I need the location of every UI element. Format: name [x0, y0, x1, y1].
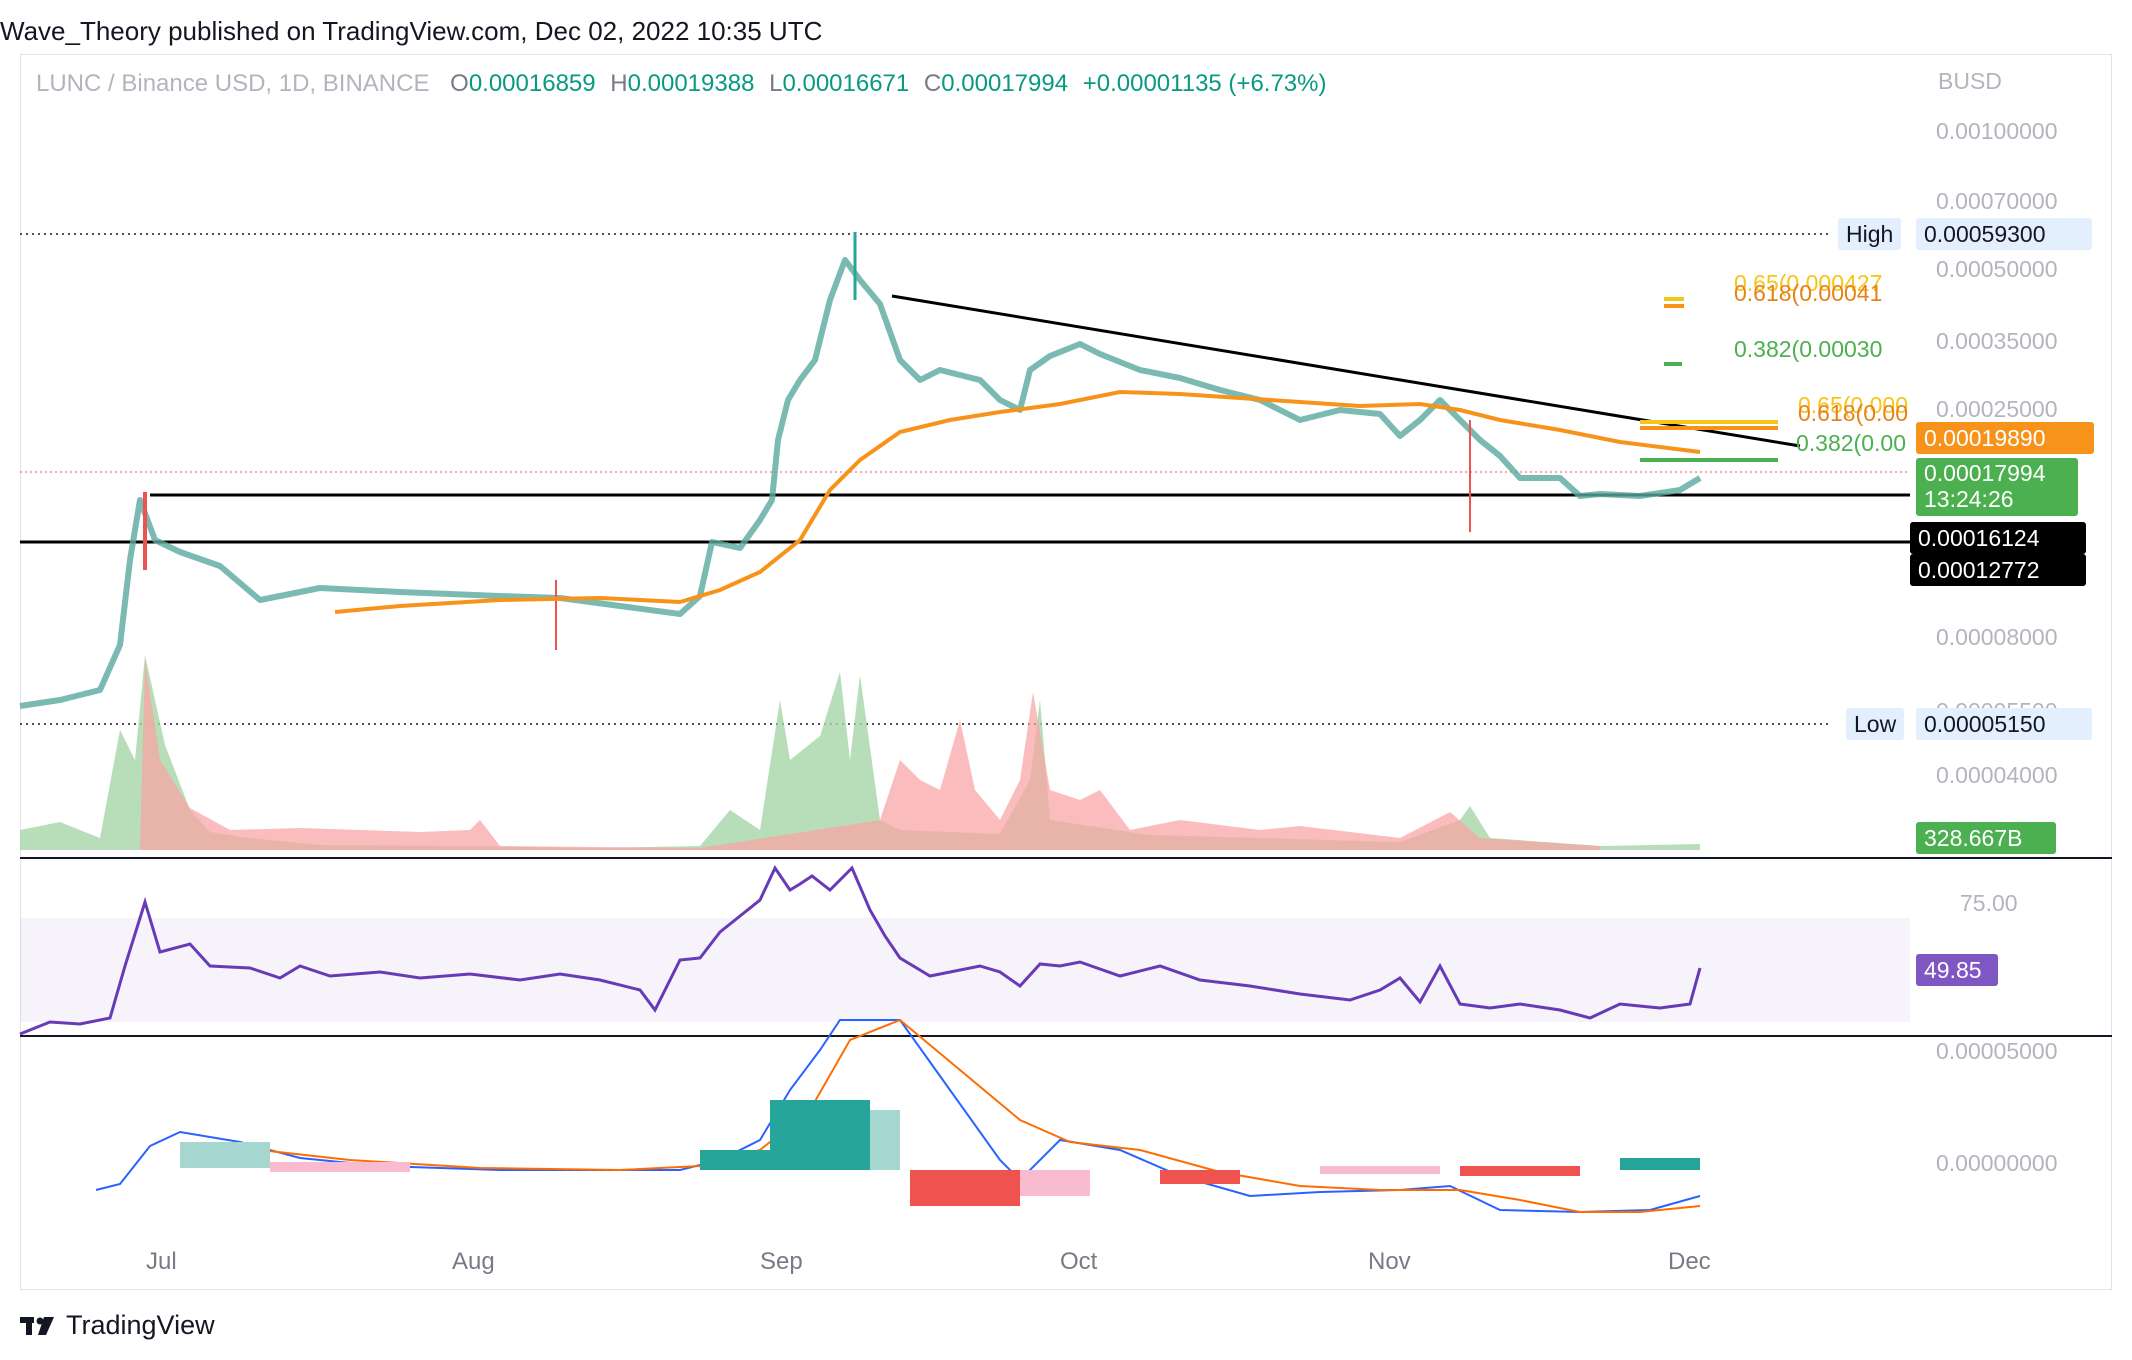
price-candles	[19, 232, 1702, 709]
low-value-tag: 0.00005150	[1916, 708, 2092, 740]
fib-line-0618	[1640, 426, 1778, 430]
month-label-nov: Nov	[1368, 1248, 1411, 1275]
price-tick: 0.00050000	[1936, 256, 2058, 282]
rsi-level-label: 75.00	[1960, 890, 2018, 916]
publish-caption: Wave_Theory published on TradingView.com…	[0, 16, 823, 46]
macd-tick-top: 0.00005000	[1936, 1038, 2058, 1064]
month-label-dec: Dec	[1668, 1248, 1711, 1275]
rsi-value-tag: 49.85	[1916, 954, 1998, 986]
close-label: C	[923, 70, 942, 97]
high-value-tag: 0.00059300	[1916, 218, 2092, 250]
price-tick: 0.00035000	[1936, 328, 2058, 354]
macd-signal-line	[179, 1018, 1701, 1213]
last-price-value: 0.00017994	[1924, 460, 2046, 486]
fib-label-065-upper: 0.65(0.000427	[1734, 270, 1883, 296]
high-label: H	[610, 70, 628, 97]
low-value: 0.00016671	[782, 70, 910, 97]
fib-label-0382-upper: 0.382(0.00030	[1734, 336, 1883, 362]
tradingview-logo-icon	[20, 1316, 54, 1335]
volume-tag: 328.667B	[1916, 822, 2056, 854]
chart-frame[interactable]	[20, 54, 2112, 1290]
price-tick: 0.00025000	[1936, 396, 2058, 422]
price-tick: 0.00070000	[1936, 188, 2058, 214]
month-label-sep: Sep	[760, 1248, 803, 1275]
support-1-tag: 0.00016124	[1910, 522, 2086, 554]
price-tick: 0.00008000	[1936, 624, 2058, 650]
month-label-jul: Jul	[146, 1248, 177, 1275]
month-label-oct: Oct	[1060, 1248, 1098, 1275]
moving-average-tag: 0.00019890	[1916, 422, 2094, 454]
fib-label-065-lower: 0.65(0.000	[1798, 392, 1908, 418]
macd-tick-zero: 0.00000000	[1936, 1150, 2058, 1176]
footer-brand[interactable]: TradingView	[20, 1310, 215, 1341]
macd-histogram	[180, 1100, 1700, 1206]
chart-canvas[interactable]	[0, 0, 2132, 1300]
open-label: O	[450, 70, 469, 97]
bar-countdown: 13:24:26	[1924, 486, 2014, 512]
support-2-tag: 0.00012772	[1910, 554, 2086, 586]
fib-marker-065	[1664, 297, 1684, 301]
open-value: 0.00016859	[468, 70, 596, 97]
fib-label-0618-lower: 0.618(0.00	[1798, 400, 1908, 426]
fib-label-0382-lower: 0.382(0.00	[1796, 430, 1906, 456]
low-label: L	[769, 70, 783, 97]
price-tick: 0.00004000	[1936, 762, 2058, 788]
high-label: High	[1838, 218, 1902, 250]
month-label-aug: Aug	[452, 1248, 495, 1275]
volume-area-down	[140, 660, 1600, 850]
symbol-legend: LUNC / Binance USD, 1D, BINANCE O0.00016…	[36, 70, 1326, 98]
fib-line-065	[1640, 420, 1778, 424]
footer-brand-text: TradingView	[66, 1310, 215, 1340]
rsi-line	[19, 864, 1702, 1036]
moving-average-line	[334, 389, 1701, 614]
symbol-pair[interactable]: LUNC / Binance USD, 1D, BINANCE	[36, 70, 430, 97]
volume-area-up	[20, 655, 1700, 850]
price-tick: 0.00100000	[1936, 118, 2058, 144]
low-label: Low	[1846, 708, 1905, 740]
high-value: 0.00019388	[627, 70, 755, 97]
change-value: +0.00001135 (+6.73%)	[1082, 70, 1327, 97]
fib-label-0618-upper: 0.618(0.00041	[1734, 280, 1883, 306]
currency-label: BUSD	[1938, 68, 2002, 94]
fib-line-0382	[1640, 458, 1778, 462]
fib-marker-0618	[1664, 304, 1684, 308]
last-price-tag: 0.00017994 13:24:26	[1916, 458, 2078, 516]
fib-marker-0382	[1664, 362, 1682, 366]
close-value: 0.00017994	[941, 70, 1069, 97]
